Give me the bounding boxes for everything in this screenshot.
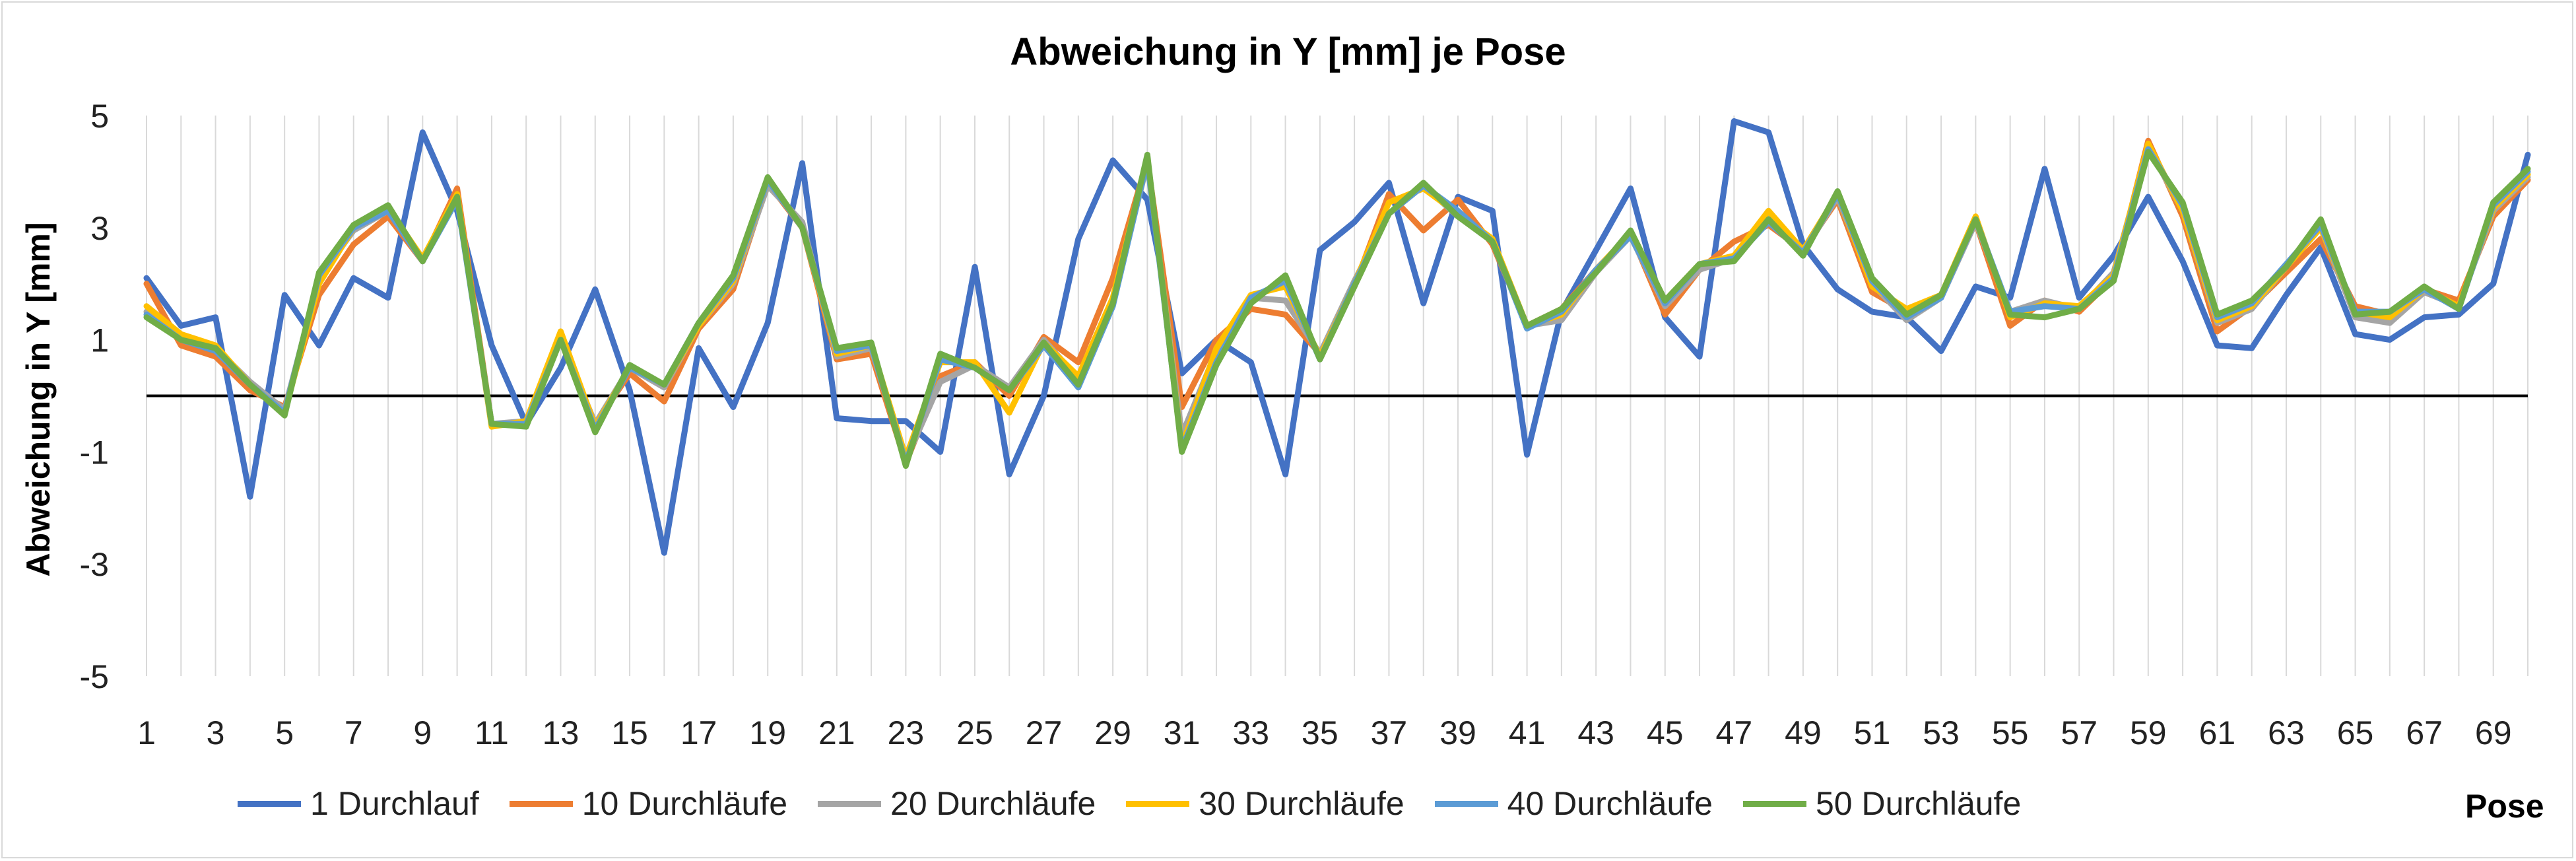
legend-label: 10 Durchläufe xyxy=(581,785,788,822)
y-axis-title: Abweichung in Y [mm] xyxy=(20,222,57,577)
legend-item: 1 Durchlauf xyxy=(238,784,479,823)
x-tick-label: 27 xyxy=(1026,714,1063,751)
x-tick-label: 39 xyxy=(1439,714,1476,751)
x-tick-label: 15 xyxy=(611,714,648,751)
x-tick-label: 43 xyxy=(1577,714,1614,751)
x-tick-label: 57 xyxy=(2061,714,2097,751)
x-tick-label: 25 xyxy=(956,714,993,751)
x-tick-label: 3 xyxy=(207,714,225,751)
x-tick-label: 37 xyxy=(1371,714,1408,751)
x-tick-label: 31 xyxy=(1164,714,1201,751)
y-tick-label: 1 xyxy=(90,322,109,359)
y-tick-labels: -5 -3 -1 1 3 5 xyxy=(80,98,109,695)
x-tick-label: 53 xyxy=(1923,714,1960,751)
x-tick-label: 59 xyxy=(2130,714,2167,751)
x-tick-label: 45 xyxy=(1647,714,1684,751)
x-tick-label: 17 xyxy=(680,714,717,751)
x-tick-label: 63 xyxy=(2268,714,2305,751)
x-tick-label: 65 xyxy=(2337,714,2374,751)
x-tick-label: 61 xyxy=(2199,714,2236,751)
legend-swatch xyxy=(238,800,301,807)
x-tick-label: 49 xyxy=(1785,714,1822,751)
legend-label: 1 Durchlauf xyxy=(310,785,479,822)
legend-item: 20 Durchläufe xyxy=(818,784,1096,823)
y-tick-label: -3 xyxy=(80,546,109,583)
y-tick-label: 5 xyxy=(90,98,109,135)
legend-label: 40 Durchläufe xyxy=(1507,785,1713,822)
x-tick-label: 47 xyxy=(1716,714,1753,751)
x-tick-label: 5 xyxy=(275,714,294,751)
x-tick-label: 33 xyxy=(1232,714,1269,751)
x-tick-label: 21 xyxy=(818,714,855,751)
legend-swatch xyxy=(1126,800,1190,807)
legend-label: 20 Durchläufe xyxy=(890,785,1096,822)
x-tick-label: 69 xyxy=(2475,714,2512,751)
legend-label: 50 Durchläufe xyxy=(1815,785,2022,822)
legend-item: 10 Durchläufe xyxy=(509,784,788,823)
x-tick-label: 23 xyxy=(888,714,925,751)
x-tick-label: 19 xyxy=(749,714,786,751)
series-line xyxy=(143,149,2531,469)
legend-item: 50 Durchläufe xyxy=(1742,784,2022,823)
x-tick-label: 51 xyxy=(1854,714,1891,751)
y-tick-label: -5 xyxy=(80,658,109,695)
legend-item: 30 Durchläufe xyxy=(1126,784,1404,823)
x-tick-label: 67 xyxy=(2406,714,2443,751)
x-tick-label: 11 xyxy=(475,714,509,751)
legend-swatch xyxy=(1742,800,1806,807)
x-tick-label: 13 xyxy=(543,714,579,751)
y-tick-label: -1 xyxy=(80,434,109,471)
legend: 1 Durchlauf 10 Durchläufe 20 Durchläufe … xyxy=(238,784,2051,823)
x-tick-label: 29 xyxy=(1094,714,1131,751)
y-tick-label: 3 xyxy=(90,210,109,247)
x-tick-labels: 1 3 5 7 9 11 13 15 17 19 21 23 25 27 29 31 33 35 37 39 41 43 4… xyxy=(137,714,2511,751)
legend-swatch xyxy=(1434,800,1498,807)
x-axis-title: Pose xyxy=(2465,788,2544,825)
legend-item: 40 Durchläufe xyxy=(1434,784,1713,823)
legend-swatch xyxy=(509,800,573,807)
x-tick-label: 9 xyxy=(413,714,432,751)
x-tick-label: 1 xyxy=(137,714,156,751)
series-lines xyxy=(143,118,2531,556)
chart-title: Abweichung in Y [mm] je Pose xyxy=(1010,30,1566,73)
legend-swatch xyxy=(818,800,882,807)
x-tick-label: 35 xyxy=(1302,714,1338,751)
legend-label: 30 Durchläufe xyxy=(1199,785,1404,822)
x-tick-label: 7 xyxy=(345,714,363,751)
x-tick-label: 55 xyxy=(1992,714,2029,751)
x-tick-label: 41 xyxy=(1509,714,1546,751)
